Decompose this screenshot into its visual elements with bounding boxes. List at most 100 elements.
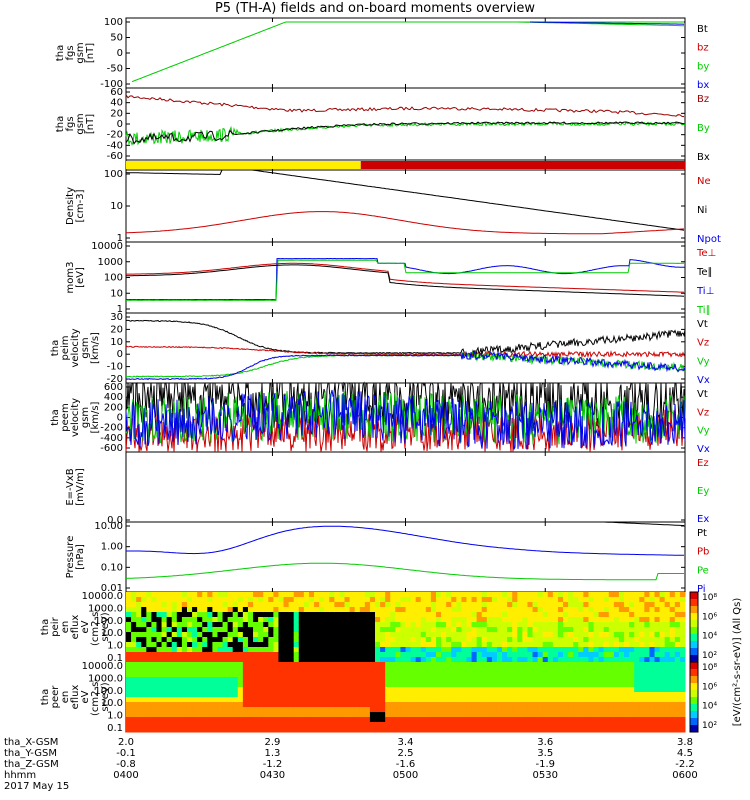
heatmap-cell [166,662,173,668]
heatmap-cell [283,697,290,703]
heatmap-cell [476,627,483,633]
heatmap-cell [537,662,544,668]
heatmap-cell [491,647,498,653]
heatmap-cell [669,597,676,603]
heatmap-cell [349,652,356,658]
heatmap-cell [502,677,508,683]
heatmap-cell [369,597,376,603]
heatmap-cell [253,622,259,628]
heatmap-cell [679,627,686,633]
heatmap-cell [375,627,381,633]
heatmap-cell [588,602,595,608]
heatmap-cell [212,662,218,668]
heatmap-cell [639,657,645,663]
heatmap-cell [227,597,234,603]
heatmap-cell [598,637,605,643]
heatmap-cell [410,722,417,728]
heatmap-cell [298,692,305,698]
heatmap-cell [400,612,406,618]
heatmap-cell [481,722,488,728]
heatmap-cell [324,652,330,658]
heatmap-cell [136,602,142,608]
heatmap-cell [542,722,549,728]
heatmap-cell [171,722,178,728]
heatmap-cell [207,657,213,663]
heatmap-cell [268,722,274,728]
heatmap-cell [634,712,640,718]
heatmap-cell [217,632,224,638]
heatmap-cell [603,647,610,653]
heatmap-cell [141,657,147,663]
heatmap-cell [624,612,630,618]
heatmap-cell [573,652,579,658]
heatmap-cell [659,672,666,678]
heatmap-cell [547,662,554,668]
heatmap-cell [435,677,442,683]
heatmap-cell [242,647,249,653]
heatmap-cell [583,722,589,728]
heatmap-cell [476,667,483,673]
heatmap-cell [461,727,467,733]
heatmap-cell [502,652,508,658]
heatmap-cell [237,657,244,663]
heatmap-cell [156,612,163,618]
heatmap-cell [415,677,422,683]
heatmap-cell [410,672,417,678]
heatmap-cell [649,697,656,703]
heatmap-cell [329,702,335,708]
series-By [125,120,686,147]
heatmap-cell [253,687,259,693]
heatmap-cell [354,647,361,653]
heatmap-cell [141,597,147,603]
heatmap-cell [227,682,234,688]
heatmap-cell [207,622,213,628]
heatmap-cell [395,672,401,678]
heatmap-cell [471,662,478,668]
heatmap-cell [593,652,600,658]
heatmap-cell [278,617,285,623]
heatmap-cell [481,647,488,653]
heatmap-cell [629,657,635,663]
heatmap-cell [395,667,401,673]
heatmap-cell [603,677,610,683]
heatmap-cell [171,692,178,698]
heatmap-cell [435,652,442,658]
heatmap-cell [339,617,346,623]
heatmap-cell [176,677,183,683]
ylabel-line: gsm [75,42,86,63]
heatmap-cell [136,692,142,698]
heatmap-cell [390,672,396,678]
heatmap-cell [359,632,366,638]
heatmap-cell [146,622,152,628]
heatmap-cell [380,632,386,638]
heatmap-cell [435,722,442,728]
heatmap-cell [334,682,340,688]
heatmap-cell [319,682,325,688]
heatmap-cell [258,707,264,713]
heatmap-cell [156,672,163,678]
heatmap-cell [400,707,406,713]
heatmap-cell [618,697,625,703]
heatmap-cell [496,722,503,728]
ytick-label: 1000.0 [88,673,123,684]
heatmap-cell [603,692,610,698]
heatmap-cell [186,697,193,703]
heatmap-cell [303,612,310,618]
heatmap-cell [273,612,279,618]
heatmap-cell [446,727,452,733]
heatmap-cell [481,717,488,723]
heatmap-cell [618,667,625,673]
heatmap-cell [171,597,178,603]
heatmap-cell [517,622,523,628]
heatmap-cell [253,722,259,728]
heatmap-cell [679,657,686,663]
heatmap-cell [186,632,193,638]
heatmap-cell [293,707,300,713]
heatmap-cell [446,707,452,713]
heatmap-cell [273,672,279,678]
heatmap-cell [141,627,147,633]
heatmap-cell [405,642,412,648]
heatmap-cell [430,657,437,663]
heatmap-cell [654,682,661,688]
heatmap-cell [568,677,574,683]
